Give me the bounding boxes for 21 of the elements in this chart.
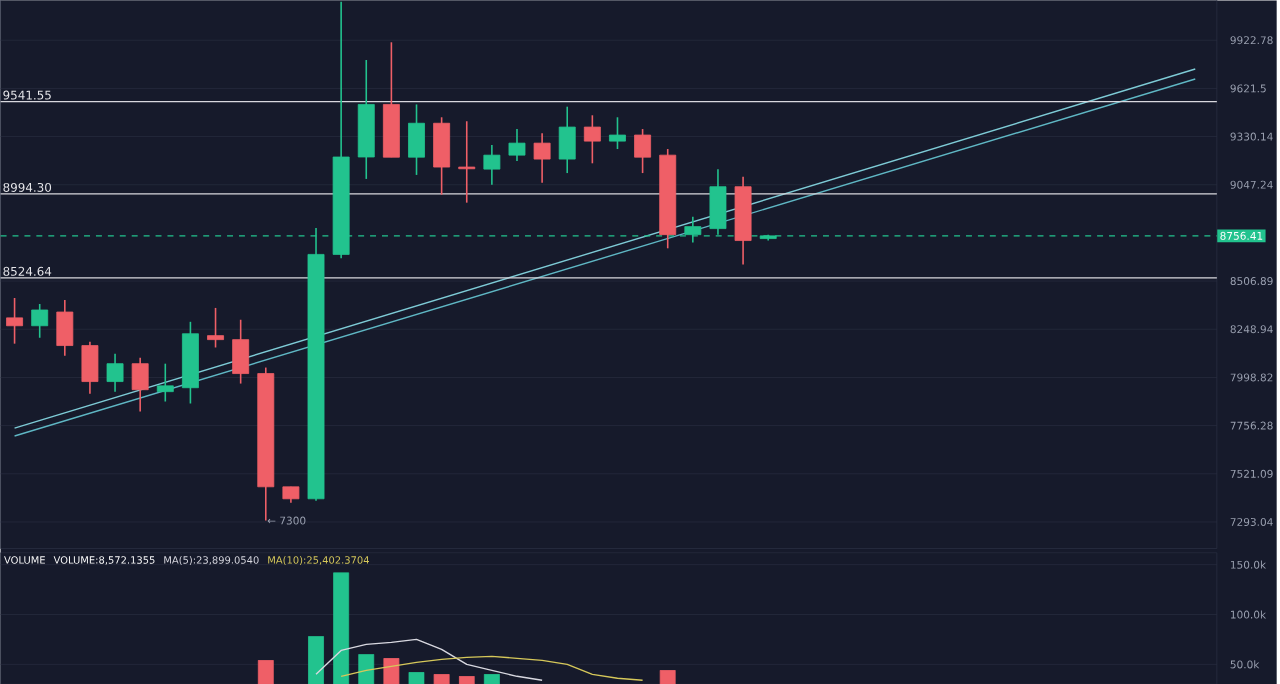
candlestick [583, 114, 601, 164]
candlestick [207, 306, 224, 348]
candlestick [433, 116, 451, 196]
candlestick [81, 340, 99, 395]
candlestick [131, 356, 149, 412]
candlestick [232, 318, 250, 385]
candlestick [106, 352, 124, 393]
line-series [340, 655, 644, 681]
candlestick [508, 127, 526, 162]
candlestick [458, 120, 476, 204]
candlestick [558, 105, 576, 174]
line-series [315, 638, 543, 681]
candlestick [31, 302, 49, 339]
candlestick [533, 132, 551, 184]
candlestick [609, 116, 626, 150]
candlestick [634, 127, 652, 174]
candlestick [56, 298, 74, 357]
candlestick [408, 103, 425, 176]
candlestick [156, 362, 174, 402]
candlestick [483, 143, 501, 186]
candlestick [6, 296, 24, 345]
